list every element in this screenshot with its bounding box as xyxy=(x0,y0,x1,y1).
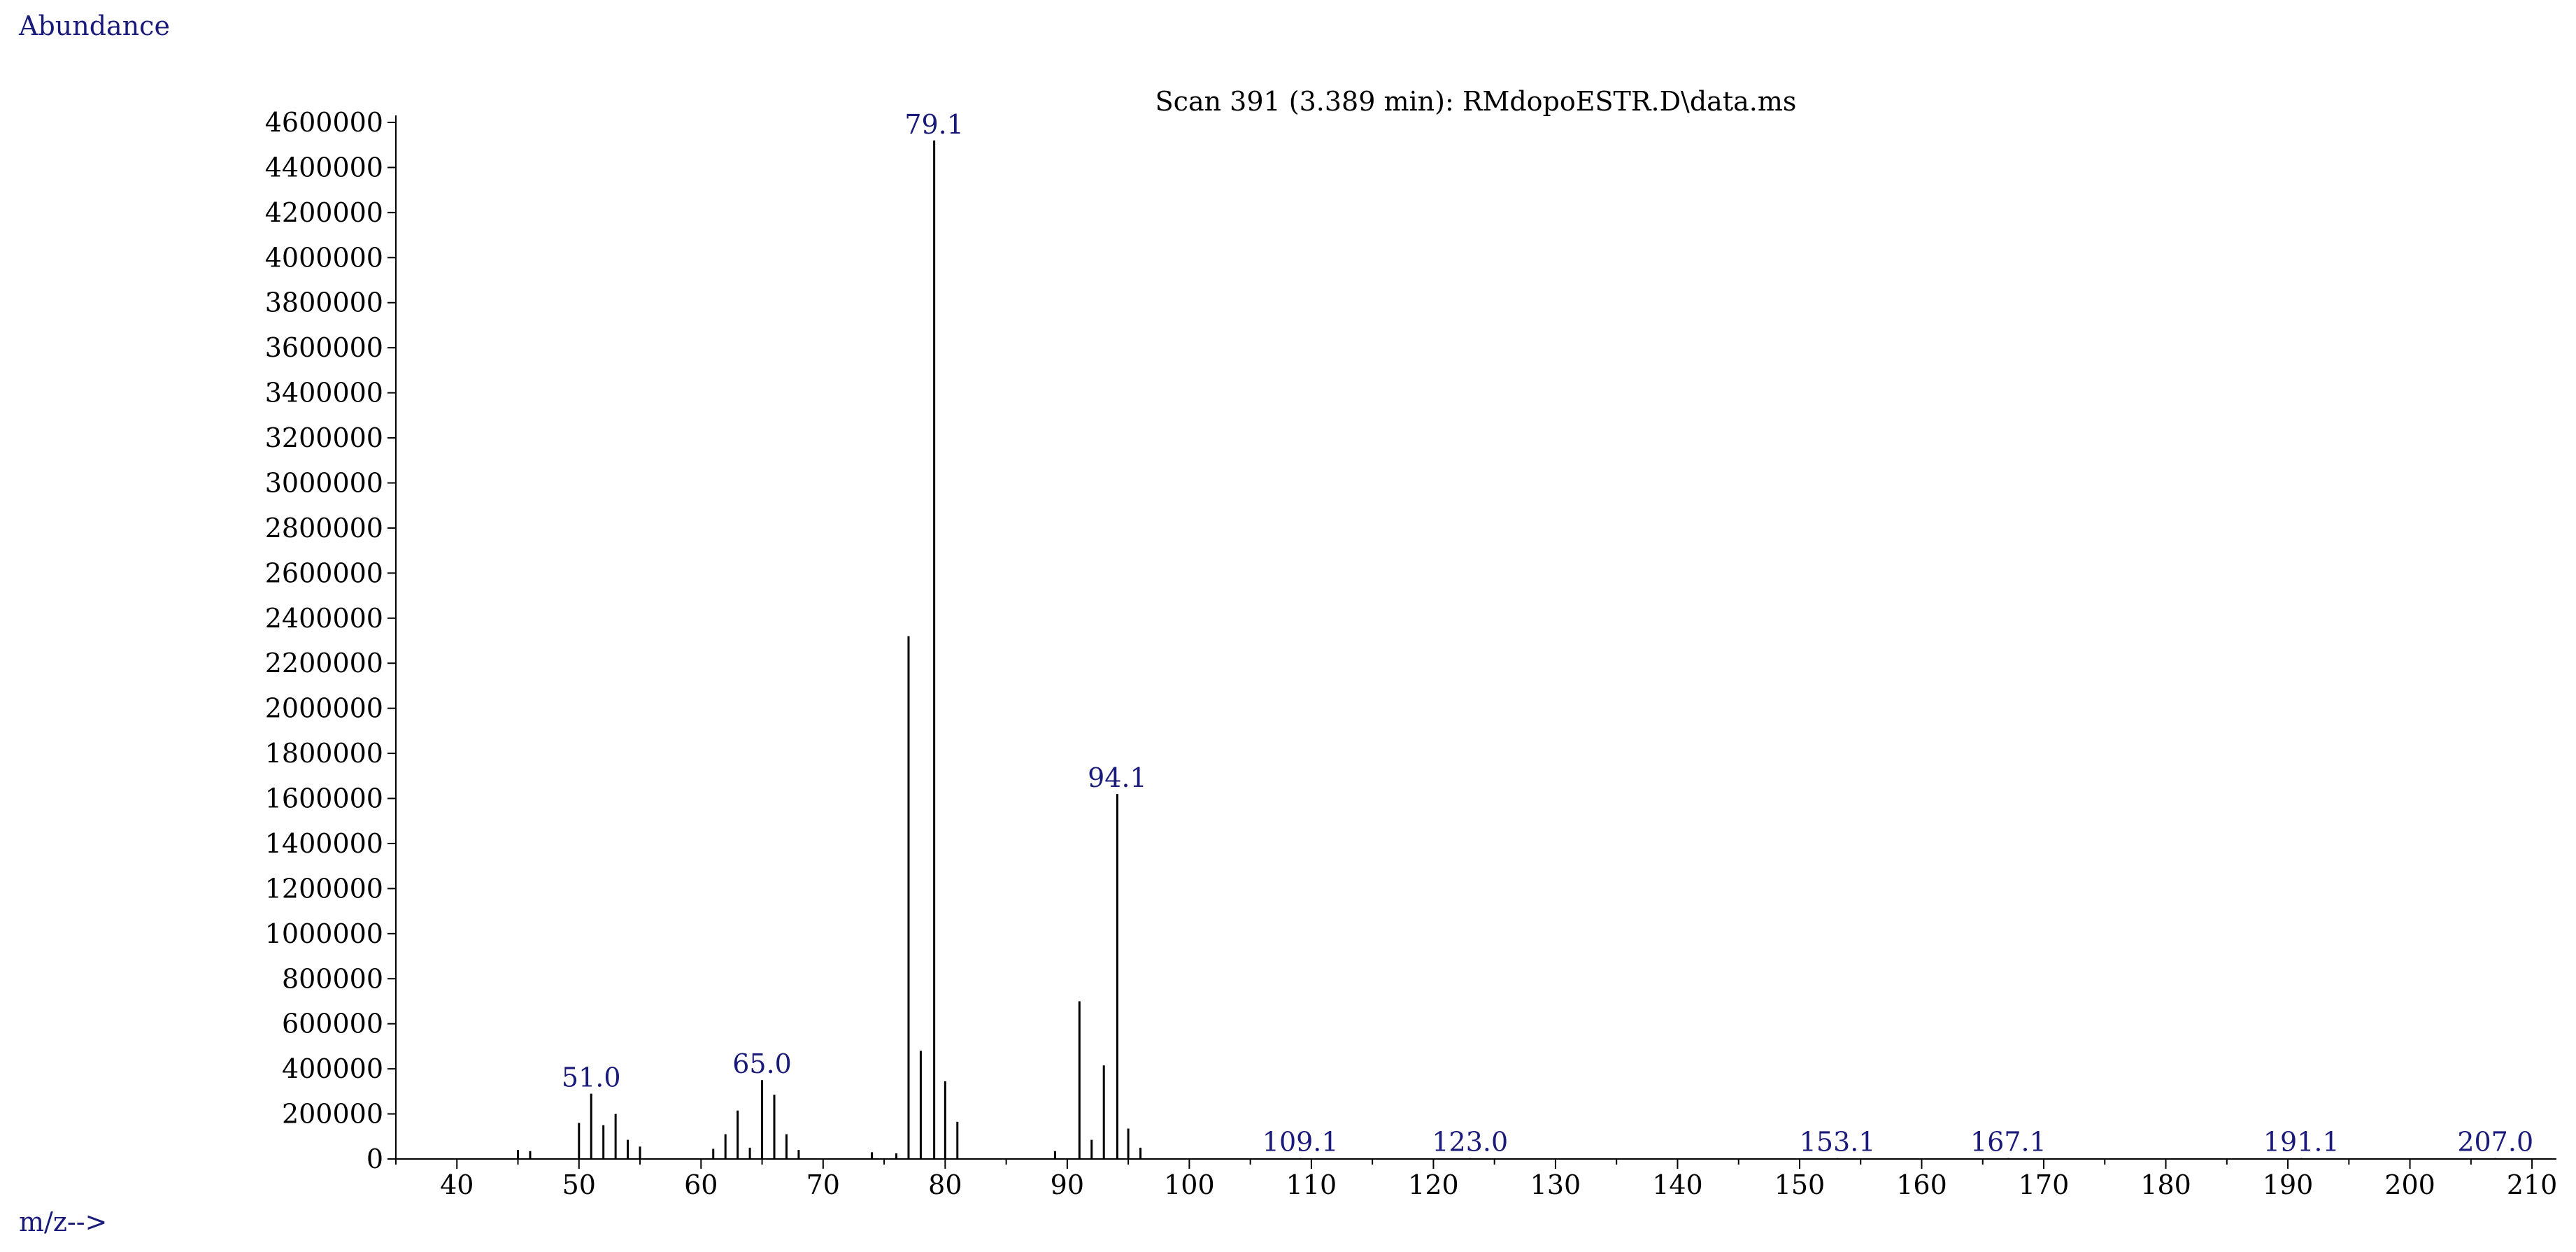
x-tick-label: 50 xyxy=(562,1169,596,1200)
peak-label: 167.1 xyxy=(1970,1127,2047,1158)
y-tick-label: 3600000 xyxy=(265,332,383,363)
y-axis-label: Abundance xyxy=(18,10,170,41)
y-tick-label: 600000 xyxy=(282,1009,383,1039)
y-tick-label: 4600000 xyxy=(265,107,383,138)
x-tick-label: 180 xyxy=(2140,1169,2191,1200)
x-tick-label: 190 xyxy=(2263,1169,2314,1200)
x-tick-label: 130 xyxy=(1530,1169,1581,1200)
peak-label: 191.1 xyxy=(2263,1127,2340,1158)
x-axis-label: m/z--> xyxy=(19,1207,107,1237)
y-tick-label: 200000 xyxy=(282,1099,383,1130)
peak-label: 153.1 xyxy=(1800,1127,1876,1158)
x-tick-label: 160 xyxy=(1896,1169,1947,1200)
y-tick-label: 4200000 xyxy=(265,197,383,228)
y-tick-label: 4000000 xyxy=(265,242,383,273)
y-tick-label: 3400000 xyxy=(265,378,383,408)
x-tick-label: 110 xyxy=(1286,1169,1337,1200)
x-tick-label: 60 xyxy=(684,1169,718,1200)
y-tick-label: 2400000 xyxy=(265,603,383,634)
x-tick-label: 40 xyxy=(440,1169,474,1200)
peak-label: 51.0 xyxy=(562,1062,621,1093)
y-tick-label: 1000000 xyxy=(265,918,383,949)
y-tick-label: 2200000 xyxy=(265,648,383,678)
x-tick-label: 200 xyxy=(2384,1169,2435,1200)
peak-label: 65.0 xyxy=(732,1048,792,1079)
peak-labels: 51.0 65.0 79.1 94.1 109.1 123.0 153.1 167.1 191.… xyxy=(562,109,2533,1158)
y-tick-label: 1600000 xyxy=(265,783,383,814)
y-tick-label: 3000000 xyxy=(265,467,383,498)
x-tick-label: 140 xyxy=(1652,1169,1703,1200)
peak-label: 94.1 xyxy=(1088,762,1147,793)
x-tick-label: 80 xyxy=(928,1169,962,1200)
peak-label: 207.0 xyxy=(2457,1127,2533,1158)
y-tick-label: 3800000 xyxy=(265,287,383,318)
peak-label: 79.1 xyxy=(904,109,964,140)
peak-label: 109.1 xyxy=(1262,1127,1339,1158)
spectrum-peaks xyxy=(517,140,2497,1159)
x-tick-label: 170 xyxy=(2019,1169,2070,1200)
y-tick-label: 2800000 xyxy=(265,513,383,543)
y-tick-label: 800000 xyxy=(282,963,383,994)
y-tick-label: 2600000 xyxy=(265,557,383,588)
peak-label: 123.0 xyxy=(1432,1127,1508,1158)
chart-title: Scan 391 (3.389 min): RMdopoESTR.D\data.… xyxy=(1155,86,1797,117)
y-tick-label: 400000 xyxy=(282,1053,383,1084)
x-tick-label: 90 xyxy=(1051,1169,1084,1200)
y-tick-label: 4400000 xyxy=(265,152,383,183)
y-tick-label: 1200000 xyxy=(265,873,383,904)
x-tick-label: 120 xyxy=(1408,1169,1459,1200)
x-tick-label: 70 xyxy=(806,1169,840,1200)
y-tick-label: 1400000 xyxy=(265,828,383,859)
y-tick-label: 2000000 xyxy=(265,693,383,724)
x-tick-label: 150 xyxy=(1774,1169,1826,1200)
x-axis-ticks: 40 50 60 70 80 90 100 110 120 130 140 150 160 170 180 1… xyxy=(395,1159,2558,1200)
x-tick-label: 100 xyxy=(1164,1169,1215,1200)
x-tick-label: 210 xyxy=(2507,1169,2558,1200)
y-tick-label: 0 xyxy=(367,1144,383,1174)
y-axis-ticks: 0 200000 400000 600000 800000 1000000 1200000 1… xyxy=(265,107,396,1174)
y-tick-label: 3200000 xyxy=(265,422,383,453)
y-tick-label: 1800000 xyxy=(265,738,383,769)
